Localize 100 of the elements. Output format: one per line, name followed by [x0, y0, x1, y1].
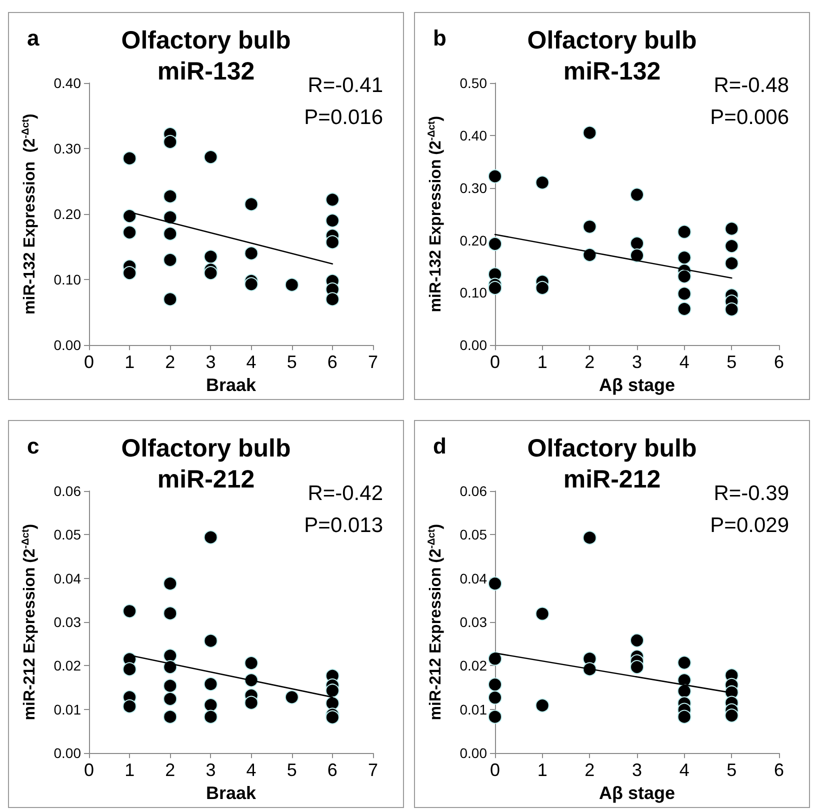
chart-subtitle: miR-212	[157, 466, 255, 494]
x-tick-label: 5	[286, 352, 297, 372]
point	[204, 677, 218, 692]
x-tick-label: 2	[165, 760, 176, 780]
annotation: P=0.013	[304, 514, 383, 537]
point	[488, 678, 502, 692]
point	[122, 266, 137, 280]
point	[244, 277, 258, 292]
x-tick-label: 1	[124, 760, 135, 780]
x-tick-label: 4	[679, 352, 690, 372]
x-tick-label: 2	[584, 760, 595, 780]
annotation: P=0.006	[710, 106, 789, 129]
point	[284, 690, 299, 704]
x-tick-label: 2	[584, 352, 595, 372]
point	[677, 250, 692, 265]
text: c	[27, 434, 40, 458]
point	[325, 710, 340, 724]
point	[677, 684, 692, 698]
point	[204, 698, 218, 712]
chart-subtitle: miR-132	[157, 58, 255, 86]
point	[488, 690, 502, 705]
x-tick-label: 0	[84, 760, 94, 780]
point	[535, 698, 550, 712]
point	[204, 150, 218, 164]
x-tick-label: 0	[84, 352, 94, 372]
y-tick-label: 0.01	[54, 701, 82, 718]
annotation: P=0.016	[304, 106, 383, 129]
x-tick-label: 6	[774, 760, 784, 780]
x-axis-title: Aβ stage	[598, 375, 676, 395]
point	[677, 286, 692, 301]
point	[244, 696, 258, 710]
point	[488, 169, 502, 184]
point	[163, 292, 178, 306]
x-tick-label: 2	[165, 352, 176, 372]
annotation: R=-0.41	[308, 74, 383, 97]
point	[325, 192, 340, 207]
point	[677, 302, 692, 316]
x-tick-label: 6	[327, 352, 338, 372]
point	[163, 678, 178, 693]
y-tick-label: 0.30	[460, 180, 488, 196]
x-tick-label: 5	[726, 352, 737, 372]
y-tick-label: 0.00	[460, 337, 488, 354]
y-tick-label: 0.00	[54, 745, 82, 762]
y-tick-label: 0.02	[54, 658, 82, 674]
y-tick-label: 0.40	[54, 75, 82, 91]
y-tick-label: 0.20	[460, 232, 488, 248]
x-tick-label: 3	[206, 760, 216, 780]
chart-title: Olfactory bulb	[121, 434, 291, 462]
point	[488, 236, 502, 251]
x-tick-label: 7	[368, 760, 378, 780]
x-tick-label: 7	[368, 352, 378, 372]
y-tick-label: 0.30	[54, 140, 82, 157]
y-tick-label: 0.04	[460, 570, 488, 586]
y-axis-title: miR-132 Expression (2-Δct)	[426, 116, 444, 312]
point	[244, 656, 258, 670]
x-axis-title: Braak	[206, 375, 257, 395]
point	[122, 699, 137, 714]
point	[122, 209, 137, 224]
point	[724, 708, 739, 723]
y-tick-label: 0.03	[54, 614, 82, 630]
x-tick-label: 5	[286, 760, 297, 780]
chart-subtitle: miR-212	[563, 466, 661, 494]
point	[325, 214, 340, 228]
y-tick-label: 0.20	[54, 206, 82, 222]
point	[122, 604, 137, 618]
y-axis-title: miR-132 Expression (2-Δct)	[20, 114, 38, 314]
point	[724, 302, 739, 316]
y-tick-label: 0.06	[460, 483, 488, 499]
x-tick-label: 1	[537, 760, 548, 780]
x-tick-label: 0	[490, 760, 500, 780]
x-tick-label: 4	[679, 760, 690, 780]
x-tick-label: 4	[246, 760, 256, 780]
chart-title: Olfactory bulb	[121, 26, 291, 54]
text: b	[433, 26, 446, 50]
point	[204, 710, 218, 724]
point	[244, 246, 258, 260]
point	[122, 225, 137, 240]
annotation: P=0.029	[710, 514, 789, 537]
chart-title: Olfactory bulb	[527, 434, 697, 462]
point	[163, 134, 178, 149]
point	[163, 210, 178, 224]
point	[163, 606, 178, 620]
point	[204, 250, 218, 264]
y-tick-label: 0.10	[460, 284, 488, 301]
text: d	[433, 434, 446, 458]
x-tick-label: 3	[632, 760, 642, 780]
y-tick-label: 0.02	[460, 658, 488, 674]
point	[724, 222, 739, 236]
y-tick-label: 0.00	[54, 337, 82, 354]
y-tick-label: 0.10	[54, 272, 82, 288]
x-tick-label: 6	[774, 352, 784, 372]
point	[163, 189, 178, 204]
point	[163, 710, 178, 724]
annotation: R=-0.48	[714, 74, 789, 97]
point	[677, 656, 692, 670]
point	[163, 648, 178, 663]
x-tick-label: 3	[206, 352, 216, 372]
point	[582, 126, 597, 140]
x-tick-label: 3	[632, 352, 642, 372]
point	[244, 197, 258, 212]
